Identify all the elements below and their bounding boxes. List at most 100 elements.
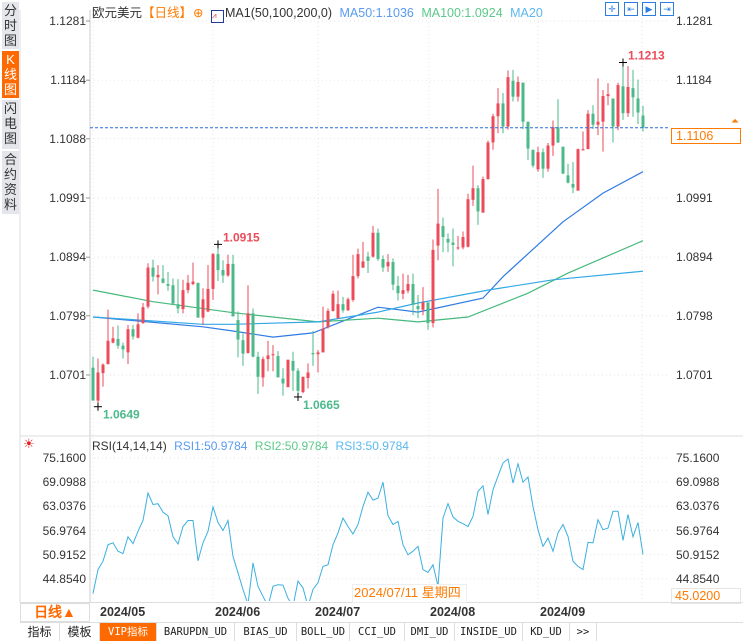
candle-body [571, 183, 575, 188]
candle-body [551, 127, 555, 146]
rsi-tick-label-right: 44.8540 [676, 571, 720, 586]
ma-indicator-icon[interactable]: ⩘ [211, 10, 224, 23]
candle-body [376, 232, 380, 260]
add-circle-icon[interactable]: ⊕ [193, 6, 204, 20]
tab-bias-ud[interactable]: BIAS_UD [235, 623, 297, 641]
crosshair-icon[interactable]: ✛ [605, 2, 619, 16]
candle-body [496, 103, 500, 117]
tab-barupdn-ud[interactable]: BARUPDN_UD [157, 623, 235, 641]
candle-body [521, 82, 525, 122]
candle-body [306, 372, 310, 379]
candle-body [156, 274, 160, 278]
candle-body [511, 80, 515, 97]
rsi-tick-label-left: 44.8540 [42, 571, 86, 586]
tab-boll-ud[interactable]: BOLL_UD [297, 623, 350, 641]
candle-body [516, 82, 520, 97]
rsi-tick-label-left: 50.9152 [42, 547, 86, 562]
date-label: 2024/08 [430, 605, 476, 619]
tab-inside-ud[interactable]: INSIDE_UD [455, 623, 523, 641]
candle-body [101, 364, 105, 374]
candle-body [416, 306, 420, 310]
symbol-name: 欧元美元 [92, 6, 143, 20]
candle-body [436, 223, 440, 246]
candle-body [491, 116, 495, 143]
tab-templates[interactable]: 模板 [60, 623, 100, 641]
candle-body [291, 360, 295, 371]
tab-kd-ud[interactable]: KD_UD [523, 623, 570, 641]
candle-body [166, 284, 170, 286]
candle-body [121, 345, 125, 350]
candle-body [391, 262, 395, 285]
candle-body [131, 329, 135, 337]
candle-body [621, 86, 625, 114]
rsi-tick-label-right: 56.9764 [676, 523, 720, 538]
candle-body [561, 146, 565, 174]
sidebar-tab-intraday[interactable]: 分时图 [2, 2, 19, 49]
ma-line-ma50 [92, 171, 644, 338]
ma-line-ma100 [92, 240, 644, 323]
tab-vip-indicators[interactable]: VIP指标 [100, 623, 157, 641]
rsi2-value: RSI2:50.9784 [254, 439, 329, 453]
candle-body [216, 254, 220, 271]
sidebar-tab-flash[interactable]: 闪电图 [2, 100, 19, 149]
price-tick-label-right: 1.1184 [676, 73, 712, 88]
date-label: 2024/06 [215, 605, 261, 619]
candle-body [126, 329, 130, 353]
candle-body [236, 320, 240, 340]
candle-body [326, 310, 330, 328]
tab-dmi-ud[interactable]: DMI_UD [405, 623, 455, 641]
candle-body [581, 149, 585, 151]
rsi-line [92, 458, 644, 601]
candle-body [396, 285, 400, 294]
exit-icon[interactable]: ⇥ [660, 2, 674, 16]
candle-body [641, 115, 645, 128]
rsi-settings-sun-icon[interactable]: ☀ [23, 436, 35, 451]
candle-body [451, 242, 455, 245]
main-legend: 欧元美元【日线】⊕ ⩘ MA1(50,100,200,0) MA50:1.1036… [92, 2, 547, 23]
candle-body [596, 121, 600, 125]
price-tick-label-right: 1.0701 [676, 367, 713, 382]
candle-body [486, 142, 490, 180]
sidebar-tab-kline[interactable]: K线图 [2, 51, 19, 98]
candle-body [336, 304, 340, 319]
candle-body [261, 359, 265, 378]
candle-body [241, 340, 245, 354]
tab-more[interactable]: >> [570, 623, 597, 641]
price-tick-label-left: 1.1088 [49, 131, 86, 146]
price-tick-label-right: 1.1281 [676, 14, 713, 28]
period-selector[interactable]: 日线▲ [20, 603, 90, 622]
price-tick-label-left: 1.0798 [49, 308, 86, 323]
rsi1-value: RSI1:50.9784 [174, 439, 248, 453]
zoom-in-bars-icon[interactable]: ⇤ [624, 2, 638, 16]
candle-body [466, 199, 470, 247]
candle-body [246, 313, 250, 354]
candle-body [401, 290, 405, 294]
tab-cci-ud[interactable]: CCI_UD [350, 623, 405, 641]
candle-body [461, 237, 465, 248]
play-bars-icon[interactable]: ▶ [642, 2, 656, 16]
period-label: 【日线】 [142, 6, 193, 20]
candle-body [161, 278, 165, 283]
sidebar-tab-contract-info[interactable]: 合约资料 [2, 151, 19, 214]
candle-body [286, 359, 290, 388]
scroll-up-arrow-icon[interactable]: ⏶ [731, 116, 739, 127]
candle-body [361, 261, 365, 268]
candle-body [591, 113, 595, 125]
ma50-value: MA50:1.1036 [339, 6, 414, 20]
candle-body [601, 96, 605, 122]
tab-indicators[interactable]: 指标 [20, 623, 60, 641]
candle-body [356, 254, 360, 277]
candle-body [366, 256, 370, 261]
candle-body [456, 247, 460, 249]
candle-body [96, 372, 100, 401]
rsi-tick-label-left: 75.1600 [42, 451, 86, 465]
candle-body [471, 188, 475, 200]
ma100-value: MA100:1.0924 [421, 6, 503, 20]
price-tick-label-right: 1.0991 [676, 190, 713, 205]
rsi-tick-label-right: 63.0376 [676, 499, 720, 514]
candle-body [316, 352, 320, 355]
candle-body [381, 259, 385, 268]
candle-body [211, 254, 215, 289]
candle-body [411, 284, 415, 305]
